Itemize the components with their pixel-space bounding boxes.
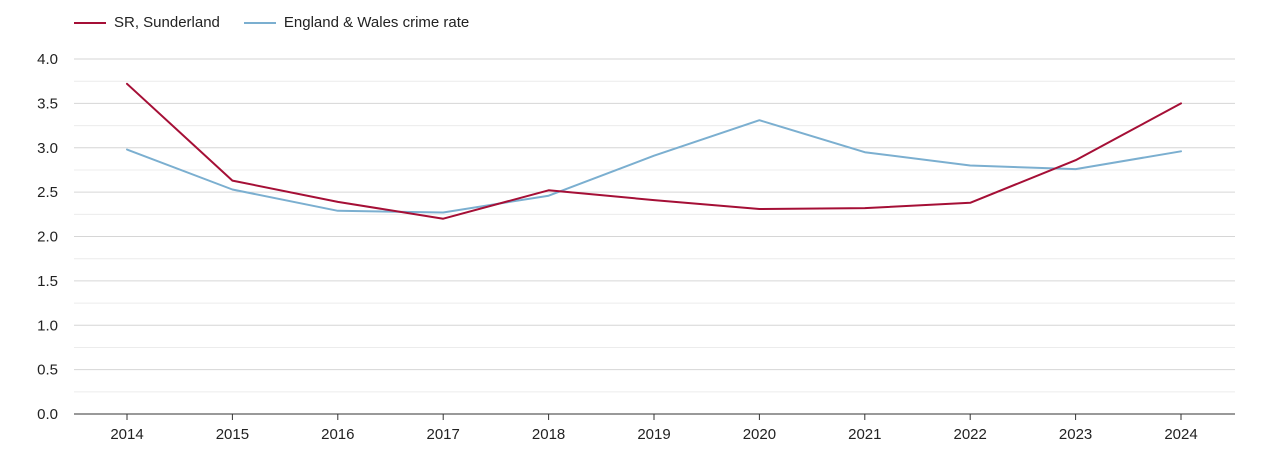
legend-item-england-wales[interactable]: England & Wales crime rate — [243, 14, 470, 31]
y-tick-label: 1.0 — [37, 317, 58, 334]
legend-item-sunderland[interactable]: SR, Sunderland — [74, 14, 220, 31]
x-tick-label: 2014 — [110, 426, 143, 443]
y-tick-label: 0.5 — [37, 362, 58, 379]
x-tick-label: 2016 — [321, 426, 354, 443]
x-tick-label: 2021 — [848, 426, 881, 443]
x-tick-label: 2018 — [532, 426, 565, 443]
legend-swatch-sunderland — [74, 21, 106, 24]
legend-label-england-wales: England & Wales crime rate — [283, 14, 470, 31]
legend-swatch-england-wales — [243, 21, 276, 24]
x-tick-label: 2019 — [637, 426, 670, 443]
y-tick-label: 2.0 — [37, 229, 58, 246]
y-tick-label: 0.0 — [37, 406, 58, 423]
x-tick-label: 2022 — [954, 426, 987, 443]
x-tick-label: 2017 — [427, 426, 460, 443]
legend: SR, Sunderland England & Wales crime rat… — [74, 14, 469, 31]
y-tick-label: 3.0 — [37, 140, 58, 157]
series-line-sunderland — [126, 82, 1182, 220]
legend-label-sunderland: SR, Sunderland — [114, 14, 220, 31]
x-tick-label: 2024 — [1164, 426, 1197, 443]
y-tick-label: 2.5 — [37, 184, 58, 201]
x-tick-label: 2020 — [743, 426, 776, 443]
series-line-england-wales — [126, 119, 1182, 214]
x-tick-label: 2023 — [1059, 426, 1092, 443]
y-tick-label: 4.0 — [37, 51, 58, 68]
x-tick-label: 2015 — [216, 426, 249, 443]
y-tick-label: 3.5 — [37, 95, 58, 112]
y-tick-label: 1.5 — [37, 273, 58, 290]
